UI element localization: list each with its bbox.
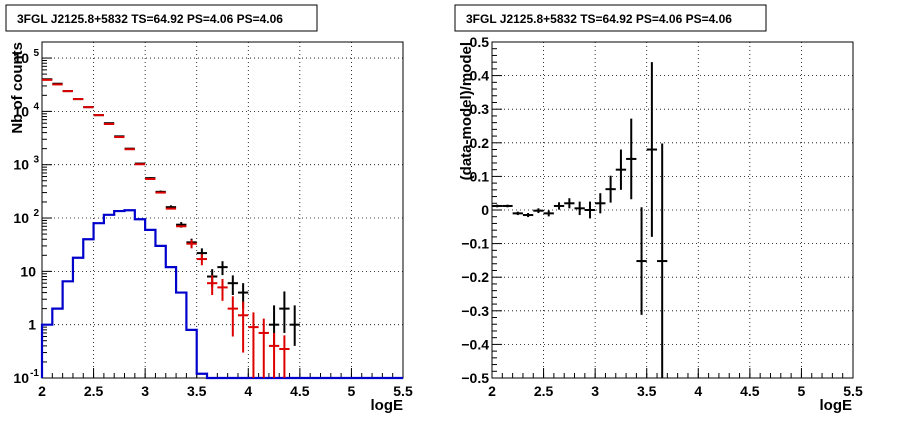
counts-source-histogram bbox=[40, 209, 403, 380]
residual-point bbox=[584, 201, 596, 219]
residual-point bbox=[615, 149, 627, 190]
x-tick-label: 5.5 bbox=[843, 383, 863, 399]
residuals-grid bbox=[492, 42, 853, 378]
residuals-title: 3FGL J2125.8+5832 TS=64.92 PS=4.06 PS=4.… bbox=[466, 12, 732, 26]
residual-point bbox=[543, 210, 554, 217]
y-tick-exponent: 3 bbox=[33, 155, 39, 166]
data-point bbox=[279, 291, 290, 333]
counts-grid bbox=[42, 42, 403, 378]
y-tick-label: 0.2 bbox=[470, 135, 490, 151]
model-point bbox=[207, 275, 218, 296]
y-tick-label: 10 bbox=[13, 210, 29, 226]
residual-point bbox=[574, 201, 585, 216]
y-tick-label: 10 bbox=[13, 103, 29, 119]
data-point bbox=[227, 275, 238, 296]
y-tick-exponent: 2 bbox=[33, 208, 39, 219]
x-tick-label: 2 bbox=[488, 383, 496, 399]
counts-title-box bbox=[5, 4, 318, 32]
residuals-points bbox=[492, 62, 668, 378]
x-tick-label: 5 bbox=[348, 383, 356, 399]
x-tick-label: 4 bbox=[244, 383, 252, 399]
x-tick-label: 5.5 bbox=[393, 383, 413, 399]
y-tick-label: 1 bbox=[28, 317, 36, 333]
y-tick-label: 0.4 bbox=[470, 68, 490, 84]
x-tick-label: 3.5 bbox=[637, 383, 657, 399]
y-tick-label: 10 bbox=[20, 263, 36, 279]
model-point bbox=[196, 254, 208, 266]
residuals-x-label: logE bbox=[820, 397, 853, 414]
model-point bbox=[258, 318, 269, 378]
y-tick-label: −0.5 bbox=[461, 370, 489, 386]
y-tick-label: 0.1 bbox=[470, 168, 490, 184]
residual-point bbox=[605, 175, 616, 203]
residuals-panel: 3FGL J2125.8+5832 TS=64.92 PS=4.06 PS=4.… bbox=[454, 4, 863, 414]
y-tick-label: 0 bbox=[481, 202, 489, 218]
counts-points bbox=[42, 78, 300, 378]
y-tick-exponent: 4 bbox=[33, 101, 39, 112]
x-tick-label: 3 bbox=[141, 383, 149, 399]
residuals-title-box bbox=[454, 4, 767, 32]
residual-point bbox=[522, 213, 534, 218]
model-point bbox=[217, 278, 228, 301]
y-tick-exponent: 5 bbox=[33, 48, 39, 59]
x-tick-label: 3 bbox=[591, 383, 599, 399]
y-tick-exponent: -1 bbox=[30, 368, 39, 379]
residuals-y-label: (data-model)/model bbox=[458, 42, 475, 180]
residuals-ticks: 2 2.5 3 3.5 4 4.5 5 5.5 −0.5 −0.4 −0.3 −0.2 −0.1 0 0.1… bbox=[461, 34, 863, 399]
x-tick-label: 4.5 bbox=[740, 383, 760, 399]
residual-point bbox=[553, 202, 565, 210]
x-tick-label: 4.5 bbox=[290, 383, 310, 399]
y-tick-label: −0.2 bbox=[461, 269, 489, 285]
x-tick-label: 5 bbox=[798, 383, 806, 399]
residual-point bbox=[533, 208, 544, 214]
residual-point bbox=[657, 143, 668, 378]
y-tick-label: 0.3 bbox=[470, 101, 490, 117]
x-tick-label: 2 bbox=[38, 383, 46, 399]
y-tick-label: 10 bbox=[13, 157, 29, 173]
y-tick-label: −0.1 bbox=[461, 236, 489, 252]
x-tick-label: 4 bbox=[694, 383, 702, 399]
residual-point bbox=[502, 204, 513, 208]
data-point bbox=[217, 261, 228, 276]
counts-x-label: logE bbox=[371, 397, 404, 414]
model-point bbox=[186, 239, 197, 249]
model-point bbox=[237, 301, 249, 353]
y-tick-label: 0.5 bbox=[470, 34, 490, 50]
model-point bbox=[268, 332, 280, 378]
residual-point bbox=[646, 62, 658, 237]
model-point bbox=[227, 296, 238, 337]
source-histogram-line bbox=[40, 209, 403, 380]
residual-point bbox=[626, 118, 637, 200]
x-tick-label: 2.5 bbox=[534, 383, 554, 399]
residual-point bbox=[595, 193, 606, 214]
x-tick-label: 2.5 bbox=[84, 383, 104, 399]
counts-y-label: Nb of counts bbox=[9, 42, 26, 134]
x-tick-label: 3.5 bbox=[187, 383, 207, 399]
counts-plot-frame bbox=[41, 41, 404, 379]
residual-point bbox=[512, 211, 523, 216]
residual-point bbox=[636, 207, 647, 315]
model-point bbox=[248, 312, 259, 378]
residual-point bbox=[492, 204, 503, 208]
y-tick-label: 10 bbox=[13, 50, 29, 66]
residual-point bbox=[564, 198, 575, 209]
y-tick-label: −0.3 bbox=[461, 303, 489, 319]
y-tick-label: −0.4 bbox=[461, 336, 489, 352]
model-point bbox=[279, 335, 290, 378]
counts-title: 3FGL J2125.8+5832 TS=64.92 PS=4.06 PS=4.… bbox=[17, 12, 283, 26]
y-tick-label: 10 bbox=[13, 370, 29, 386]
data-point bbox=[289, 305, 300, 346]
counts-panel: 3FGL J2125.8+5832 TS=64.92 PS=4.06 PS=4.… bbox=[5, 4, 413, 414]
